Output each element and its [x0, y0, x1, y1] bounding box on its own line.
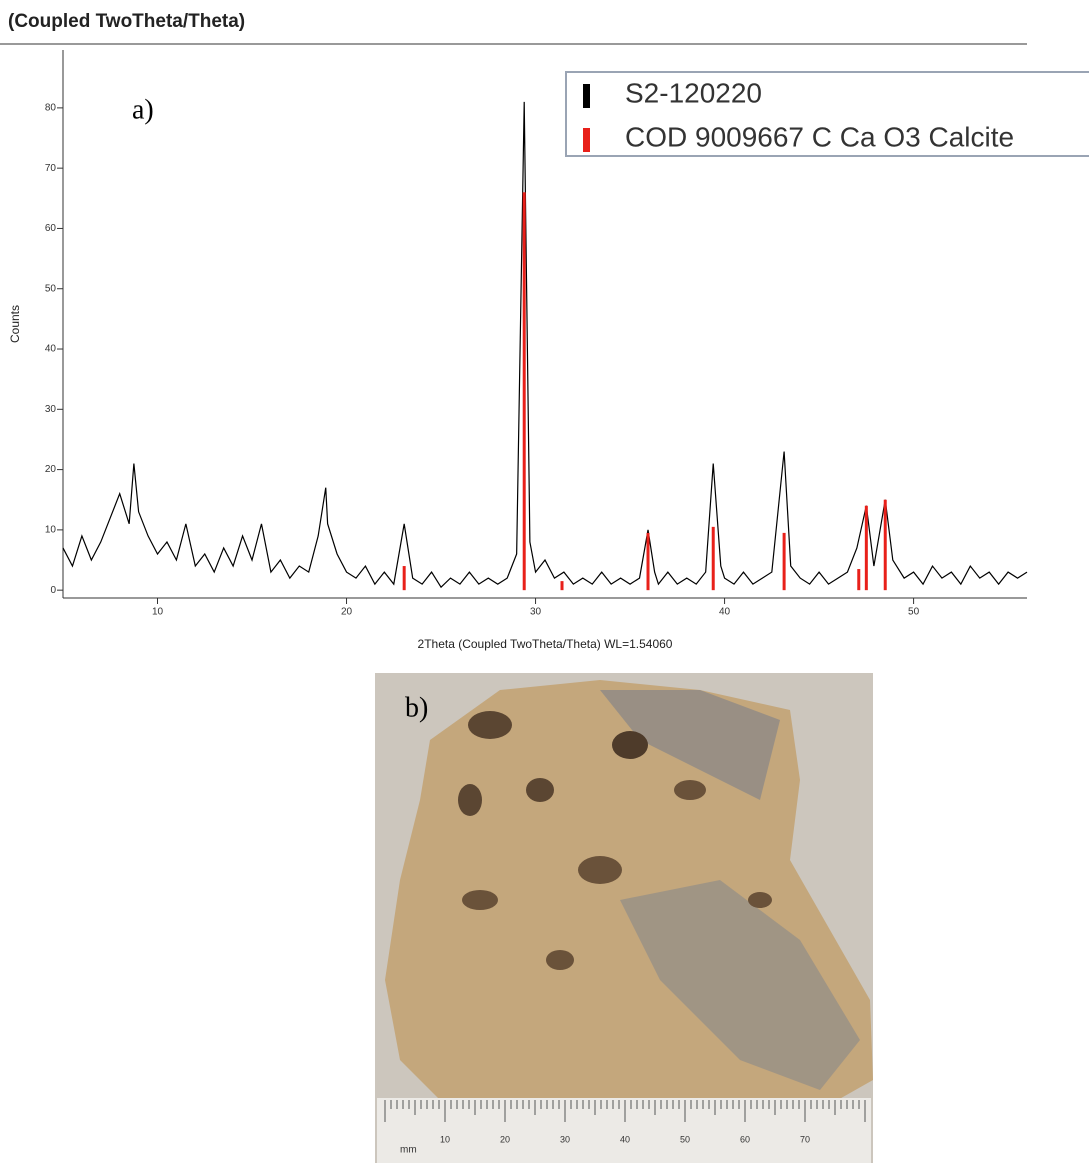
legend: S2-120220 COD 9009667 C Ca O3 Calcite [566, 72, 1089, 156]
y-tick-label: 0 [50, 585, 56, 596]
y-tick-label: 70 [45, 163, 57, 174]
rock-pore [546, 950, 574, 970]
ruler-label: 50 [680, 1134, 690, 1144]
y-tick-label: 80 [45, 103, 57, 114]
ruler-unit: mm [400, 1145, 417, 1156]
y-tick-label: 60 [45, 223, 57, 234]
rock-pore [526, 778, 554, 802]
rock-pore [458, 784, 482, 816]
rock-pore [468, 711, 512, 739]
y-axis-label: Counts [8, 305, 22, 343]
plot-area [63, 102, 1027, 590]
photo: b) mm 10 20 30 40 50 60 70 [375, 673, 873, 1163]
reference-peak [647, 533, 650, 590]
y-tick-label: 10 [45, 525, 57, 536]
legend-swatch [583, 84, 590, 108]
x-tick-label: 30 [530, 607, 542, 618]
ruler-label: 40 [620, 1134, 630, 1144]
panel-label: a) [132, 94, 154, 125]
y-tick-label: 30 [45, 404, 57, 415]
x-tick-label: 10 [152, 607, 164, 618]
reference-peak [783, 533, 786, 590]
rock-pore [674, 780, 706, 800]
ruler-label: 20 [500, 1134, 510, 1144]
ruler-label: 70 [800, 1134, 810, 1144]
y-tick-label: 40 [45, 344, 57, 355]
y-tick-label: 20 [45, 464, 57, 475]
rock-pore [748, 892, 772, 908]
legend-swatch [583, 128, 590, 152]
legend-label: S2-120220 [625, 77, 762, 108]
reference-peak [865, 506, 868, 590]
rock-pore [462, 890, 498, 910]
reference-peak [523, 192, 526, 590]
legend-label: COD 9009667 C Ca O3 Calcite [625, 121, 1014, 152]
y-tick-label: 50 [45, 283, 57, 294]
reference-peak [857, 569, 860, 590]
x-tick-label: 20 [341, 607, 353, 618]
reference-peak [884, 500, 887, 590]
data-line [63, 102, 1027, 587]
rock-pore [612, 731, 648, 759]
panel-label: b) [405, 692, 428, 723]
x-tick-label: 50 [908, 607, 920, 618]
reference-peak [403, 566, 406, 590]
x-axis-label: 2Theta (Coupled TwoTheta/Theta) WL=1.540… [418, 637, 673, 651]
figure: (Coupled TwoTheta/Theta) a) 2Theta (Coup… [0, 0, 1089, 1163]
reference-peak [561, 581, 564, 590]
x-tick-label: 40 [719, 607, 731, 618]
ruler-label: 10 [440, 1134, 450, 1144]
ruler-label: 30 [560, 1134, 570, 1144]
ruler-label: 60 [740, 1134, 750, 1144]
rock-pore [578, 856, 622, 884]
reference-peak [712, 527, 715, 590]
chart-title: (Coupled TwoTheta/Theta) [8, 11, 245, 32]
